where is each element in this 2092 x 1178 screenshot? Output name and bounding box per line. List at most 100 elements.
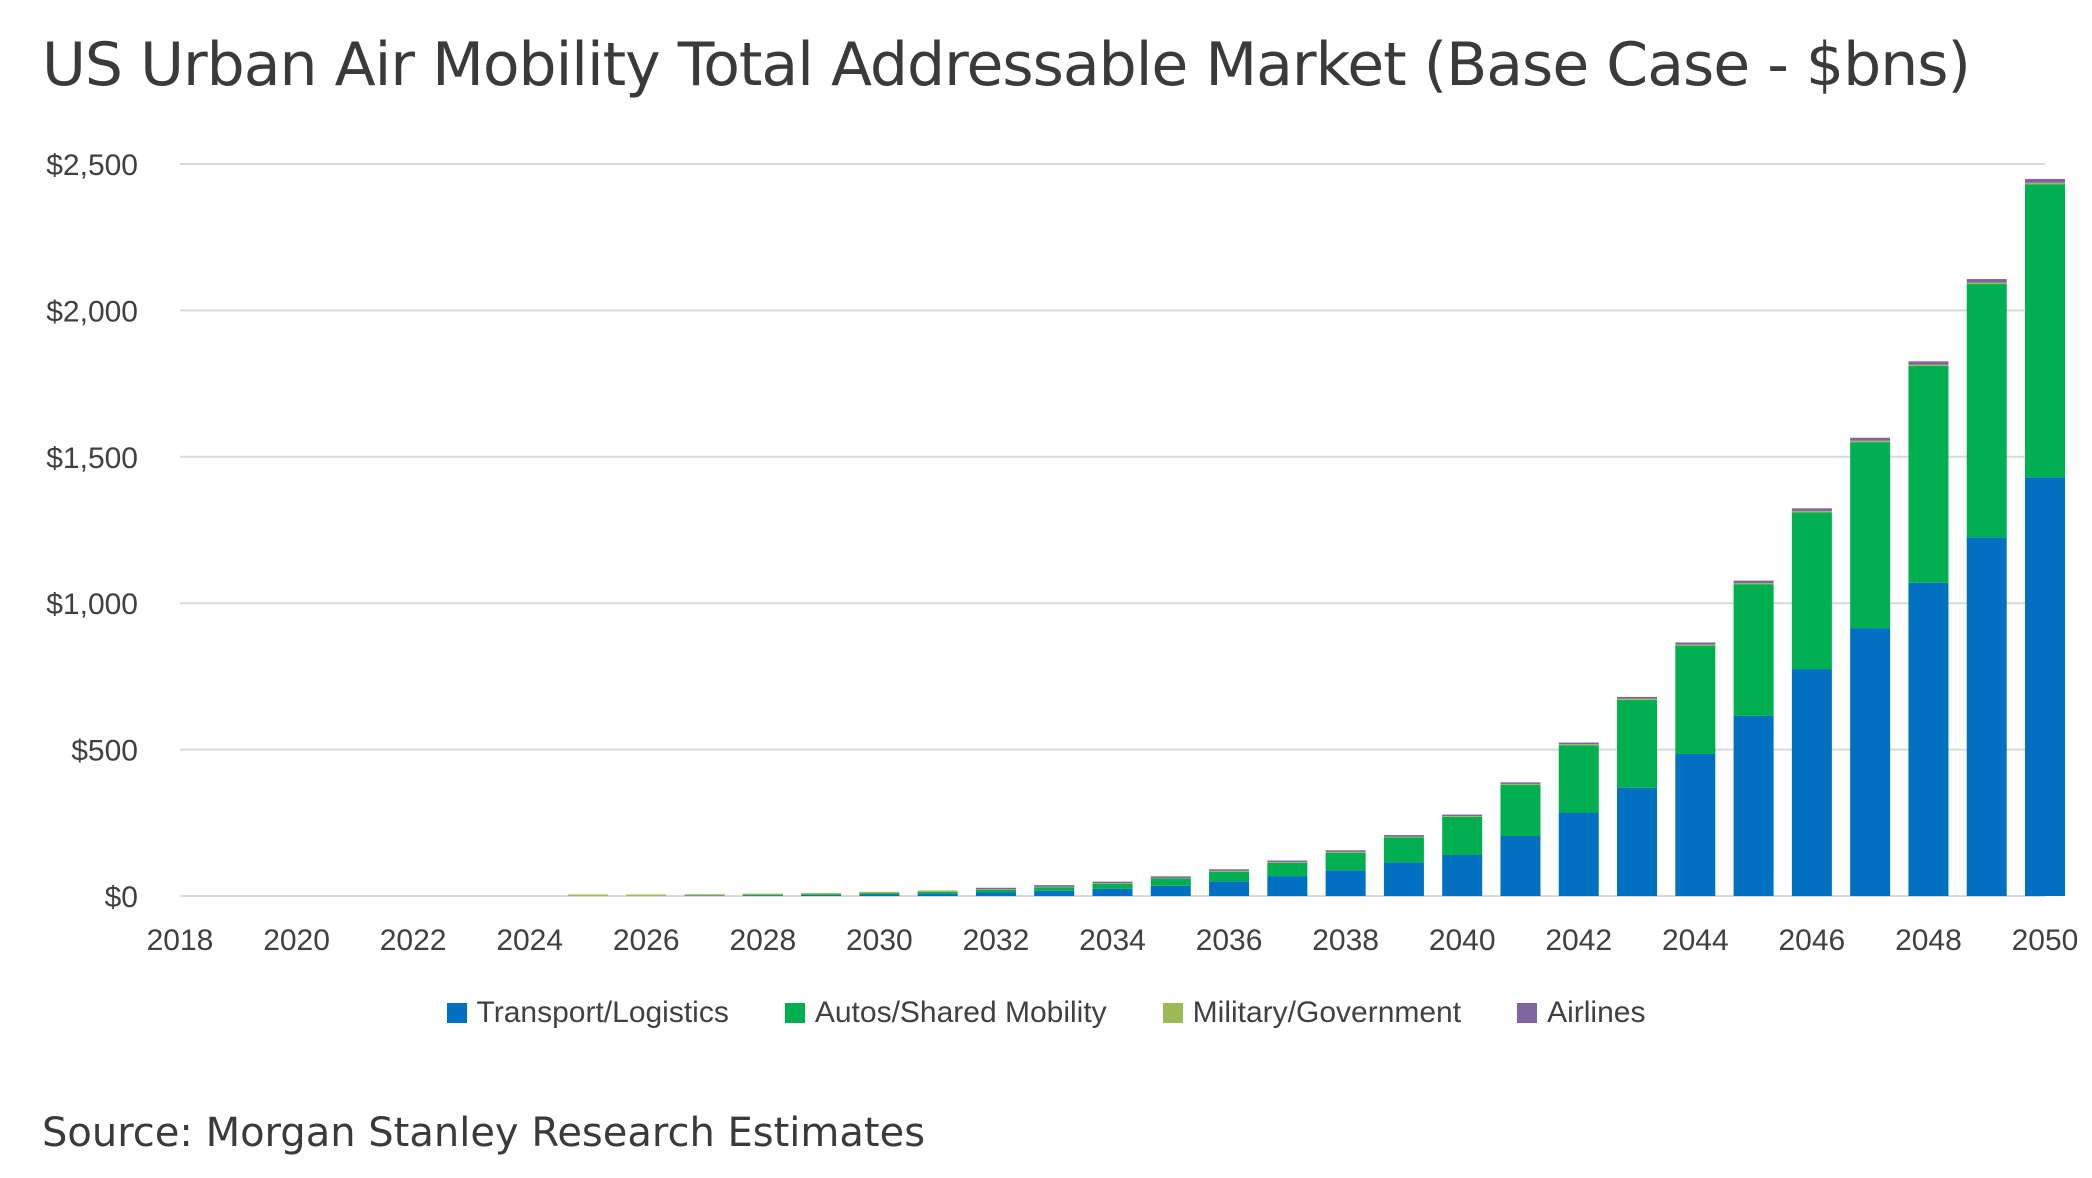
bar-segment-autos-2030: [859, 893, 900, 895]
legend-item-military-government[interactable]: Military/Government: [1162, 996, 1461, 1030]
bar-segment-military-2030: [859, 891, 900, 894]
bar-segment-autos-2036: [1209, 871, 1250, 882]
bar-segment-autos-2040: [1442, 816, 1483, 856]
x-tick-label: 2048: [1895, 924, 1962, 957]
x-tick-label: 2026: [613, 924, 680, 957]
bar-segment-airlines-2045: [1733, 580, 1774, 583]
bar-segment-airlines-2046: [1791, 508, 1832, 511]
bar-segment-airlines-2032: [975, 887, 1016, 890]
chart-title: US Urban Air Mobility Total Addressable …: [42, 30, 1971, 100]
bar-segment-transport-2042: [1558, 812, 1599, 896]
bar-segment-autos-2034: [1092, 883, 1133, 889]
bar-segment-military-2025: [567, 894, 608, 896]
bar-segment-transport-2035: [1150, 885, 1191, 896]
bar-segment-transport-2033: [1034, 890, 1075, 896]
y-tick-label: $2,500: [46, 149, 138, 182]
bar-segment-military-2042: [1558, 743, 1599, 746]
bar-segment-transport-2036: [1209, 881, 1250, 896]
legend-swatch-transport-logistics: [446, 1003, 467, 1023]
bar-segment-military-2050: [2025, 182, 2065, 185]
y-tick-label: $1,000: [46, 588, 138, 621]
bar-segment-airlines-2037: [1267, 860, 1308, 863]
legend-label-autos-shared-mobility: Autos/Shared Mobility: [814, 996, 1107, 1029]
legend-item-autos-shared-mobility[interactable]: Autos/Shared Mobility: [784, 996, 1107, 1030]
bar-segment-military-2038: [1325, 851, 1366, 853]
source-note: Source: Morgan Stanley Research Estimate…: [42, 1110, 926, 1156]
bar-segment-transport-2029: [801, 894, 842, 896]
bar-segment-military-2045: [1733, 582, 1774, 585]
x-tick-label: 2018: [147, 924, 214, 957]
bar-segment-transport-2037: [1267, 876, 1308, 896]
bar-segment-autos-2044: [1675, 645, 1716, 754]
y-axis-tick-labels: $0 $500 $1,000 $1,500 $2,000 $2,500: [46, 149, 138, 914]
x-tick-label: 2046: [1779, 924, 1846, 957]
x-tick-label: 2034: [1079, 924, 1146, 957]
gridlines: [180, 163, 2045, 897]
legend-swatch-autos-shared-mobility: [784, 1003, 805, 1023]
x-tick-label: 2020: [263, 924, 330, 957]
bars: [567, 178, 2065, 896]
bar-segment-autos-2032: [975, 889, 1016, 893]
bar-segment-military-2036: [1209, 870, 1250, 872]
bar-segment-transport-2045: [1733, 715, 1774, 896]
bar-segment-airlines-2050: [2025, 178, 2065, 183]
bar-segment-autos-2031: [917, 891, 958, 894]
bar-segment-military-2037: [1267, 861, 1308, 863]
bar-segment-autos-2046: [1791, 512, 1832, 670]
bar-segment-airlines-2047: [1850, 437, 1891, 441]
bar-segment-military-2031: [917, 890, 958, 892]
bar-segment-airlines-2036: [1209, 869, 1250, 871]
x-tick-label: 2028: [729, 924, 796, 957]
x-tick-label: 2024: [496, 924, 563, 957]
x-tick-label: 2038: [1312, 924, 1379, 957]
bar-segment-military-2039: [1383, 835, 1424, 838]
x-tick-label: 2032: [963, 924, 1030, 957]
bar-segment-transport-2049: [1966, 537, 2007, 896]
bar-segment-autos-2041: [1500, 784, 1541, 836]
x-tick-label: 2050: [2012, 924, 2079, 957]
bar-segment-airlines-2049: [1966, 279, 2007, 283]
bar-segment-transport-2048: [1908, 582, 1949, 896]
legend-label-transport-logistics: Transport/Logistics: [476, 996, 729, 1029]
x-tick-label: 2044: [1662, 924, 1729, 957]
bar-segment-military-2028: [742, 893, 783, 896]
bar-segment-airlines-2042: [1558, 742, 1599, 745]
x-axis-tick-labels: 2018 2020 2022 2024 2026 2028 2030 2032 2034 2036…: [147, 924, 2079, 957]
x-tick-label: 2022: [380, 924, 447, 957]
bar-segment-airlines-2033: [1034, 885, 1075, 887]
legend-swatch-military-government: [1162, 1003, 1183, 1023]
bar-segment-autos-2033: [1034, 887, 1075, 891]
y-tick-label: $0: [105, 881, 138, 914]
bar-segment-military-2044: [1675, 644, 1716, 646]
bar-segment-transport-2031: [917, 893, 958, 896]
bar-segment-military-2046: [1791, 510, 1832, 513]
bar-segment-military-2041: [1500, 783, 1541, 785]
x-tick-label: 2030: [846, 924, 913, 957]
bar-segment-airlines-2034: [1092, 881, 1133, 884]
bar-segment-transport-2046: [1791, 669, 1832, 896]
y-tick-label: $1,500: [46, 442, 138, 475]
bar-segment-transport-2050: [2025, 477, 2065, 896]
x-tick-label: 2042: [1545, 924, 1612, 957]
bar-segment-autos-2042: [1558, 745, 1599, 813]
bar-segment-transport-2040: [1442, 855, 1483, 896]
bar-segment-airlines-2044: [1675, 642, 1716, 645]
bar-segment-autos-2035: [1150, 878, 1191, 886]
legend-item-transport-logistics[interactable]: Transport/Logistics: [446, 996, 729, 1030]
bar-segment-airlines-2041: [1500, 782, 1541, 784]
bar-segment-airlines-2035: [1150, 876, 1191, 878]
bar-segment-autos-2037: [1267, 862, 1308, 877]
y-tick-label: $500: [71, 735, 138, 768]
bar-segment-autos-2050: [2025, 184, 2065, 478]
bar-segment-military-2027: [684, 894, 725, 896]
bar-segment-autos-2039: [1383, 837, 1424, 863]
bar-segment-autos-2045: [1733, 584, 1774, 716]
bar-segment-airlines-2048: [1908, 361, 1949, 365]
bar-segment-military-2048: [1908, 364, 1949, 367]
legend: Transport/Logistics Autos/Shared Mobilit…: [0, 996, 2092, 1030]
x-tick-label: 2036: [1196, 924, 1263, 957]
bar-segment-transport-2044: [1675, 753, 1716, 896]
bar-segment-transport-2047: [1850, 628, 1891, 896]
bar-segment-military-2026: [626, 894, 667, 896]
legend-item-airlines[interactable]: Airlines: [1517, 996, 1645, 1030]
